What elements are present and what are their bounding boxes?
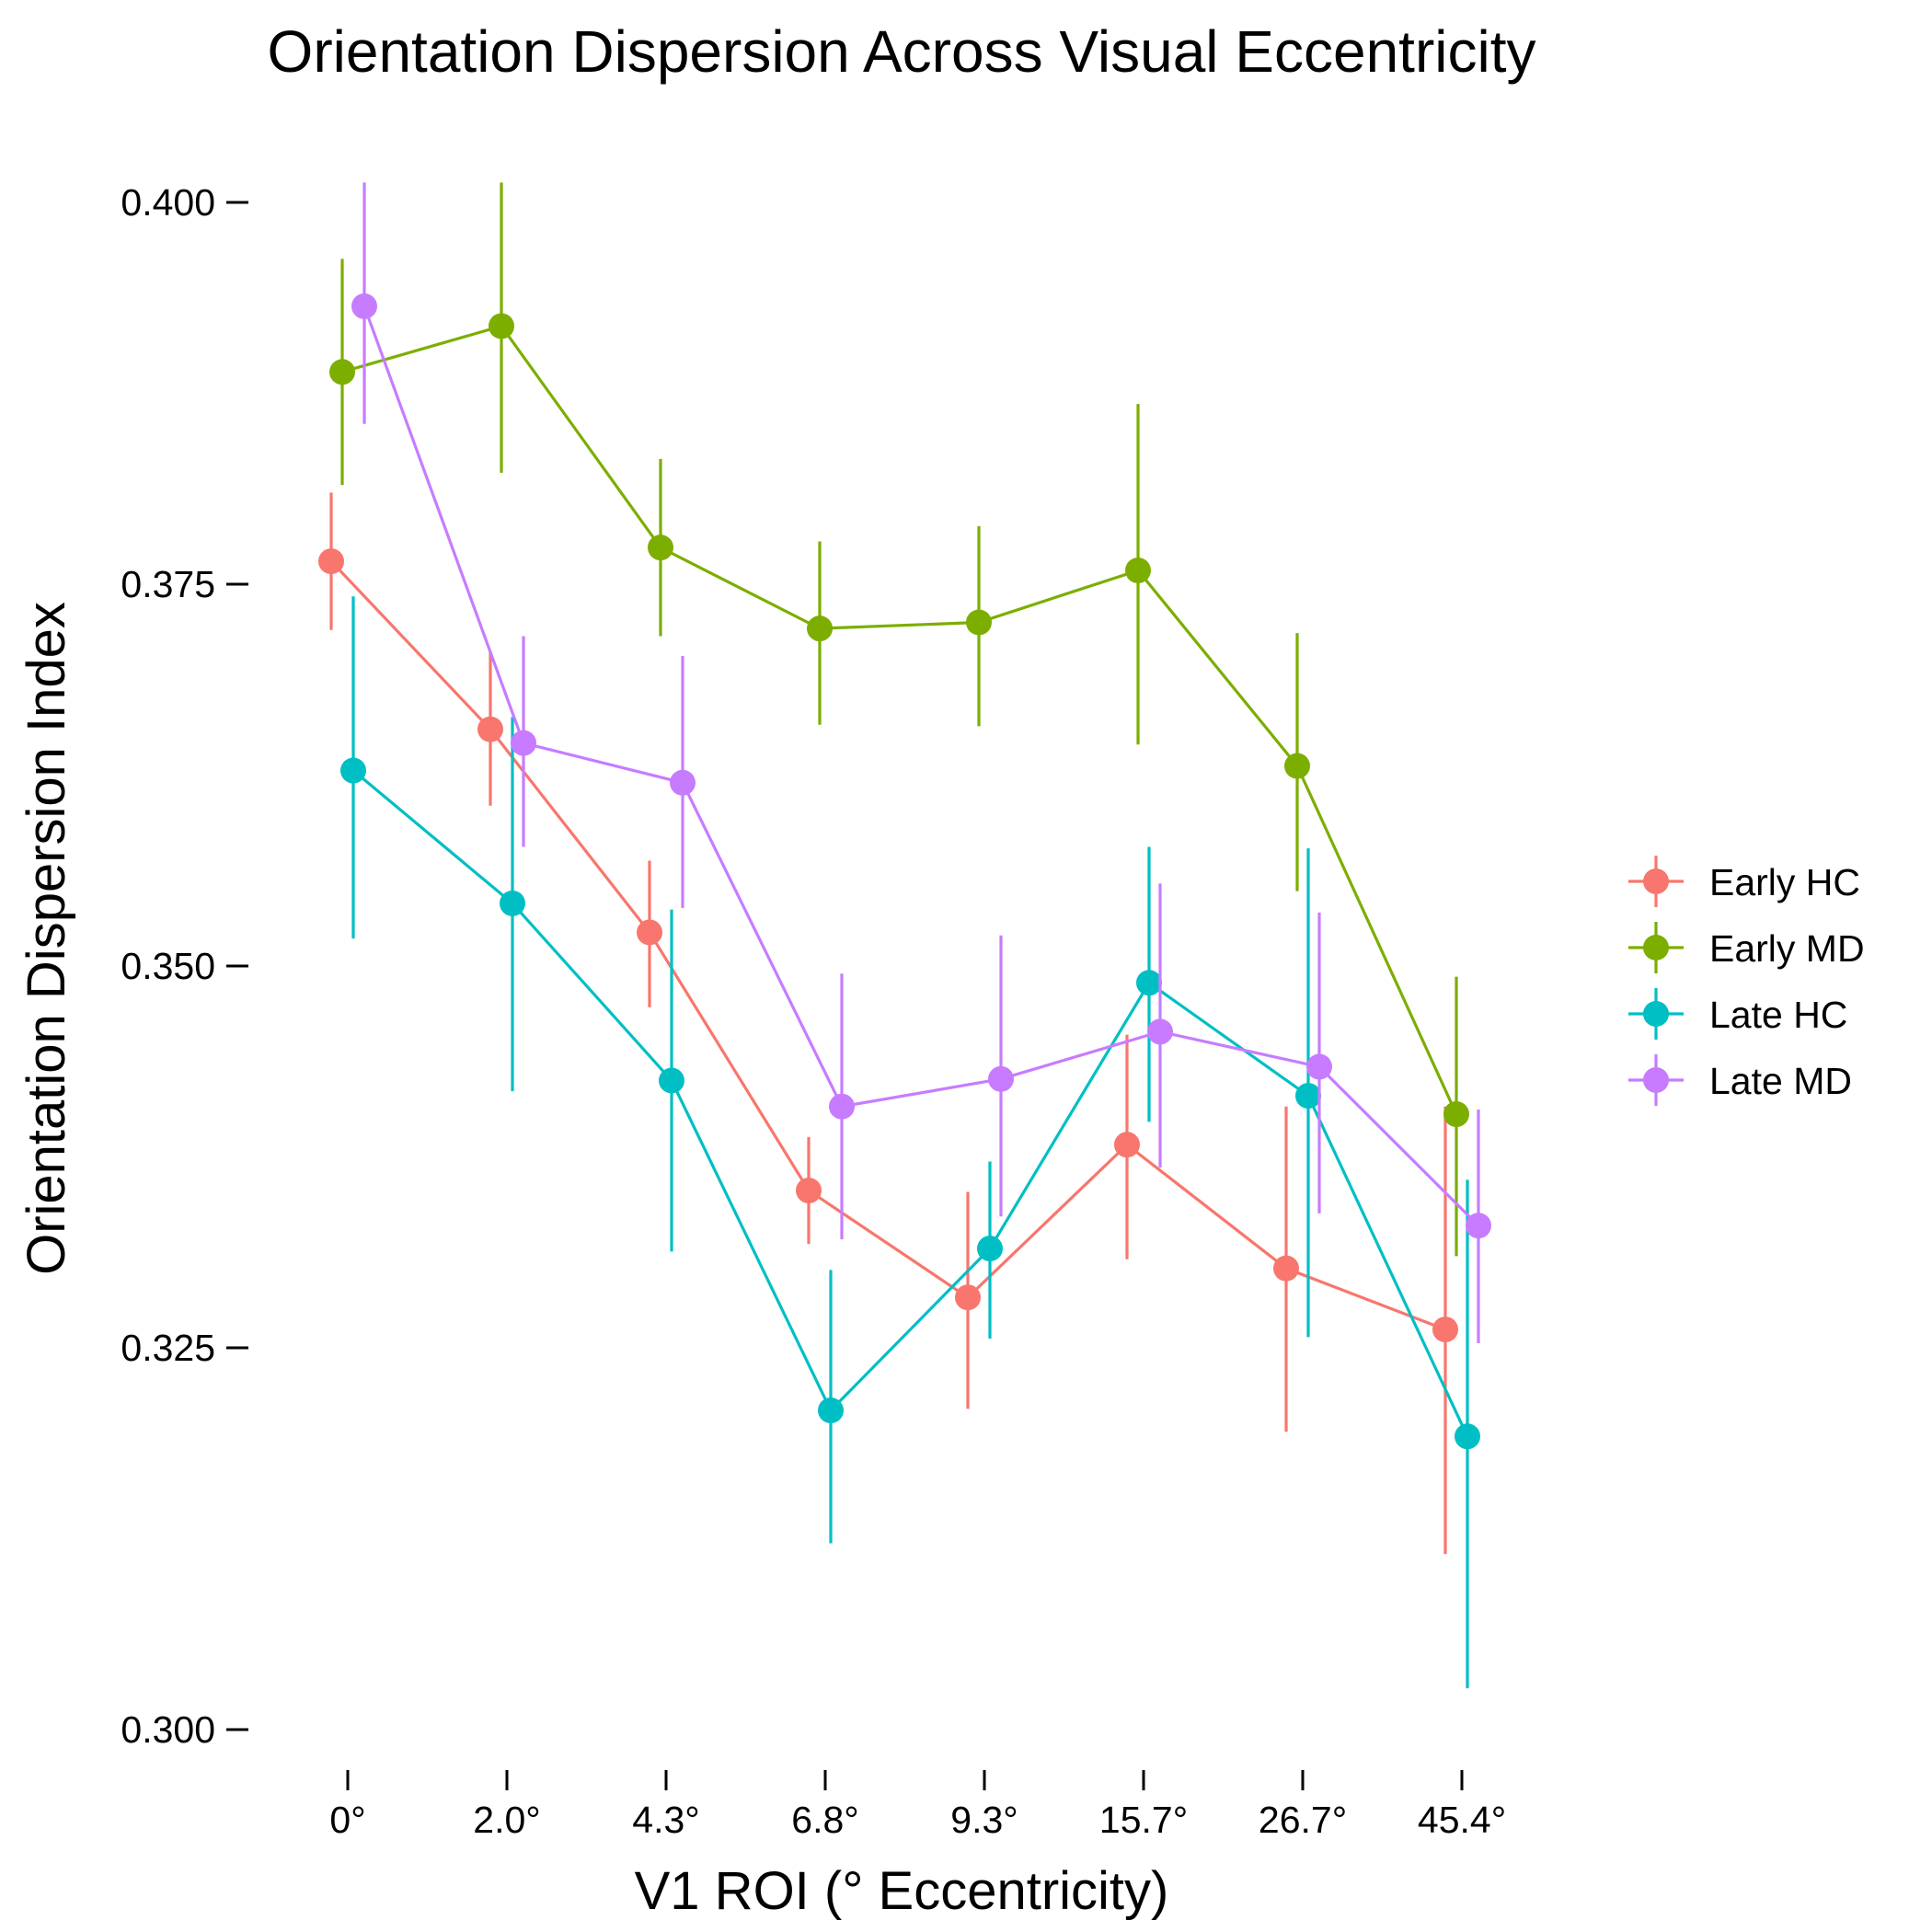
data-point [1455,1423,1480,1450]
data-point [648,535,673,561]
x-tick-label: 2.0° [473,1799,540,1841]
legend: Early HC Early MD Late HC Late MD [1628,856,1865,1106]
legend-label: Early MD [1709,927,1865,970]
y-tick-label: 0.325 [121,1327,215,1369]
data-point [318,548,344,575]
data-point [818,1397,844,1424]
legend-label: Late HC [1709,994,1847,1036]
x-axis: 0° 2.0° 4.3° 6.8° 9.3° 15.7° 26.7° 45.4° [329,1770,1506,1841]
data-point [977,1236,1003,1262]
y-tick-label: 0.400 [121,181,215,224]
legend-item: Late HC [1628,988,1847,1040]
data-point [1306,1053,1332,1080]
legend-point-key [1643,1067,1669,1093]
data-point [670,769,696,796]
legend-label: Late MD [1709,1060,1852,1102]
legend-point-key [1643,935,1669,960]
y-axis: 0.300 0.325 0.350 0.375 0.400 [121,181,248,1751]
data-point [796,1178,822,1204]
series-line [351,769,1469,1437]
legend-item: Early HC [1628,856,1860,907]
data-point [489,313,514,339]
x-tick-label: 0° [329,1799,365,1841]
x-axis-title: V1 ROI (° Eccentricity) [635,1861,1169,1921]
data-point [637,919,662,946]
x-tick-label: 26.7° [1259,1799,1347,1841]
data-point [988,1065,1014,1092]
series-line [329,559,1446,1331]
legend-item: Late MD [1628,1054,1852,1106]
data-point [477,716,503,742]
data-point [1125,558,1151,584]
series-late-hc [340,596,1480,1689]
legend-label: Early HC [1709,861,1860,903]
data-point [329,359,355,385]
data-point [500,890,525,916]
data-point [1466,1213,1491,1239]
data-point [1284,753,1310,779]
y-tick-label: 0.350 [121,945,215,987]
x-tick-label: 4.3° [632,1799,699,1841]
series-late-md [351,182,1491,1344]
y-axis-title: Orientation Dispersion Index [17,602,76,1275]
data-point [1273,1255,1299,1282]
series-line [341,324,1458,1115]
y-tick-label: 0.300 [121,1708,215,1751]
x-tick-label: 45.4° [1418,1799,1506,1841]
data-point [955,1284,981,1311]
data-point [1443,1101,1469,1128]
data-point [1114,1132,1140,1158]
series-early-md [329,182,1469,1257]
series-line [362,305,1480,1227]
y-tick-label: 0.375 [121,563,215,605]
series-early-hc [318,492,1458,1555]
data-point [829,1093,855,1120]
chart-title: Orientation Dispersion Across Visual Ecc… [268,18,1536,85]
plot-area [318,182,1491,1689]
legend-item: Early MD [1628,922,1865,973]
data-point [659,1067,684,1094]
data-point [340,757,366,784]
data-point [1136,970,1162,996]
x-tick-label: 15.7° [1099,1799,1188,1841]
data-point [351,293,377,319]
data-point [807,615,833,642]
data-point [966,609,992,636]
x-tick-label: 9.3° [950,1799,1018,1841]
legend-point-key [1643,868,1669,894]
data-point [1295,1083,1321,1110]
data-point [1432,1317,1458,1343]
legend-point-key [1643,1001,1669,1027]
data-point [511,730,536,756]
x-tick-label: 6.8° [791,1799,858,1841]
data-point [1147,1018,1173,1045]
